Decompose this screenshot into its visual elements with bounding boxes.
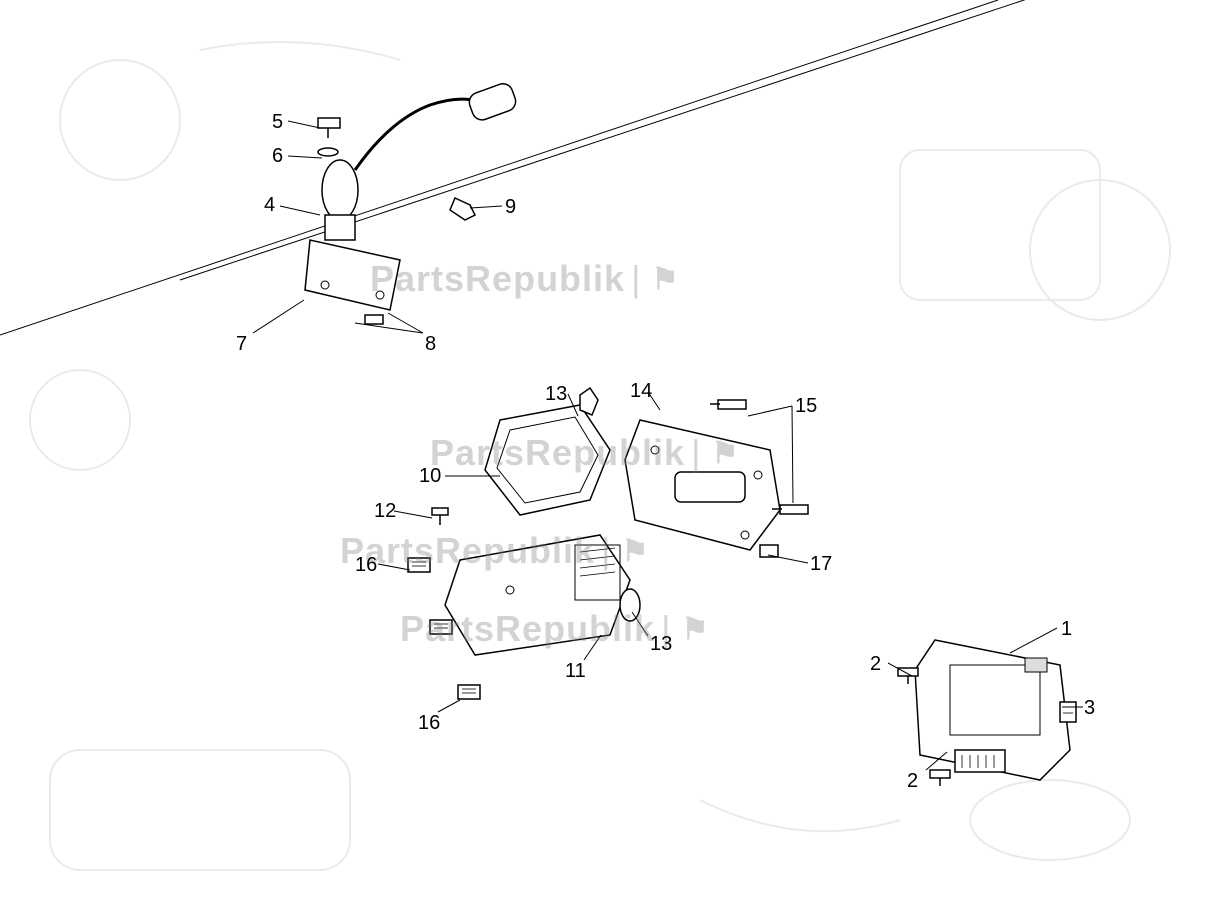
watermark: PartsRepublik | ⚑ <box>370 258 679 300</box>
watermark-divider: | <box>631 258 641 300</box>
flag-icon: ⚑ <box>681 612 709 647</box>
callout-6: 6 <box>272 145 283 168</box>
callout-1: 1 <box>1061 618 1072 641</box>
watermark-text: PartsRepublik <box>340 530 595 572</box>
callout-10: 10 <box>419 465 441 488</box>
callout-3: 3 <box>1084 697 1095 720</box>
callout-2: 2 <box>870 653 881 676</box>
watermark: PartsRepublik | ⚑ <box>430 432 739 474</box>
watermark-text: PartsRepublik <box>400 608 655 650</box>
flag-icon: ⚑ <box>621 534 649 569</box>
watermark: PartsRepublik | ⚑ <box>340 530 649 572</box>
callout-17: 17 <box>810 553 832 576</box>
callout-15: 15 <box>795 395 817 418</box>
callout-13: 13 <box>650 633 672 656</box>
callout-16: 16 <box>418 712 440 735</box>
callout-13: 13 <box>545 383 567 406</box>
flag-icon: ⚑ <box>711 436 739 471</box>
callout-12: 12 <box>374 500 396 523</box>
watermark-text: PartsRepublik <box>430 432 685 474</box>
callout-2: 2 <box>907 770 918 793</box>
callout-7: 7 <box>236 333 247 356</box>
callout-9: 9 <box>505 196 516 219</box>
callout-8: 8 <box>425 333 436 356</box>
callout-5: 5 <box>272 111 283 134</box>
watermark-text: PartsRepublik <box>370 258 625 300</box>
flag-icon: ⚑ <box>651 262 679 297</box>
parts-diagram: PartsRepublik | ⚑ PartsRepublik | ⚑ Part… <box>0 0 1205 904</box>
callout-11: 11 <box>565 660 586 683</box>
callout-16: 16 <box>355 554 377 577</box>
callout-4: 4 <box>264 194 275 217</box>
callout-14: 14 <box>630 380 652 403</box>
watermark-divider: | <box>601 530 611 572</box>
watermark-divider: | <box>691 432 701 474</box>
